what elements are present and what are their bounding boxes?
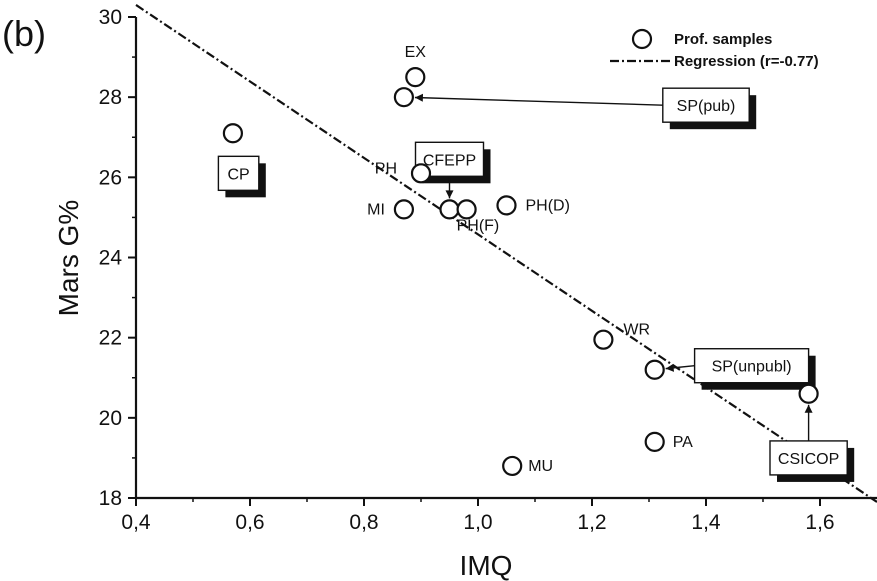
- y-tick-label: 30: [99, 6, 122, 29]
- data-point: [441, 200, 459, 218]
- data-point-label: MI: [367, 201, 385, 218]
- y-tick-label: 18: [99, 487, 122, 510]
- data-point: [646, 361, 664, 379]
- x-tick-label: 1,6: [805, 511, 834, 534]
- legend-entry-regression: Regression (r=-0.77): [674, 53, 819, 70]
- x-tick-label: 0,8: [349, 511, 378, 534]
- x-tick-label: 0,6: [235, 511, 264, 534]
- callout-label: SP(pub): [677, 98, 736, 115]
- data-point-label: MU: [528, 458, 553, 475]
- regression-line: [136, 5, 877, 502]
- data-point-label: PH(F): [457, 217, 500, 234]
- x-tick-label: 0,4: [121, 511, 151, 534]
- data-point: [412, 164, 430, 182]
- x-tick-label: 1,4: [691, 511, 721, 534]
- data-point: [224, 124, 242, 142]
- y-tick-label: 24: [99, 247, 123, 270]
- data-point-label: PH: [375, 160, 397, 177]
- x-tick-label: 1,2: [577, 511, 606, 534]
- data-point: [395, 88, 413, 106]
- y-axis-label: Mars G%: [53, 200, 84, 317]
- callout-arrowhead: [805, 405, 813, 413]
- data-point-label: WR: [623, 322, 650, 339]
- data-point: [594, 331, 612, 349]
- data-point: [395, 200, 413, 218]
- y-tick-label: 28: [99, 86, 122, 109]
- data-point: [646, 433, 664, 451]
- data-point: [458, 200, 476, 218]
- x-axis-label: IMQ: [460, 550, 513, 581]
- callout-arrowhead: [415, 94, 423, 102]
- x-tick-label: 1,0: [463, 511, 492, 534]
- callout-label: CFEPP: [423, 152, 476, 169]
- callout-pointer: [415, 98, 663, 106]
- legend-entry-samples: Prof. samples: [674, 31, 772, 48]
- callout-arrowhead: [446, 190, 454, 198]
- y-tick-label: 22: [99, 327, 122, 350]
- data-point: [800, 385, 818, 403]
- data-point-label: PH(D): [526, 197, 570, 214]
- data-point-label: EX: [405, 44, 427, 61]
- y-tick-label: 20: [99, 407, 122, 430]
- panel-label: (b): [2, 13, 46, 54]
- data-point-label: PA: [673, 434, 693, 451]
- data-point: [406, 68, 424, 86]
- legend-circle-marker: [633, 30, 651, 48]
- legend: Prof. samples Regression (r=-0.77): [610, 30, 819, 70]
- y-tick-label: 26: [99, 166, 122, 189]
- callout-label: CSICOP: [778, 451, 839, 468]
- data-point: [498, 196, 516, 214]
- callout-label: SP(unpubl): [712, 359, 792, 376]
- data-point: [503, 457, 521, 475]
- callout-label: CP: [227, 166, 249, 183]
